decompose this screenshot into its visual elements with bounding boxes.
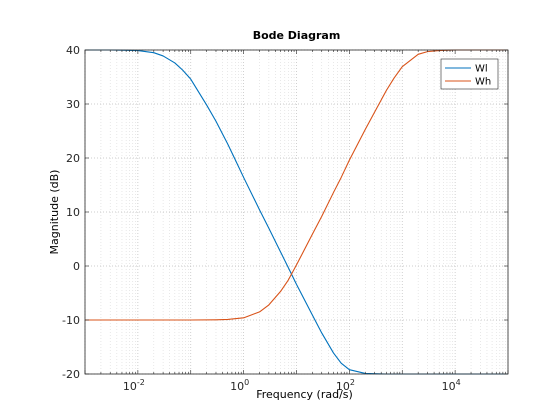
y-tick-label: 20 — [66, 152, 80, 165]
y-tick-label: 40 — [66, 44, 80, 57]
y-axis-label: Magnitude (dB) — [48, 170, 61, 255]
x-tick-label: 104 — [442, 378, 461, 393]
y-tick-label: 30 — [66, 98, 80, 111]
x-tick-label: 100 — [230, 378, 249, 393]
chart-title: Bode Diagram — [253, 29, 341, 42]
y-tick-label: 0 — [73, 260, 80, 273]
x-axis-label: Frequency (rad/s) — [256, 388, 353, 401]
series-line-wl — [85, 49, 508, 375]
legend-label-wl: Wl — [475, 64, 488, 75]
legend: Wl Wh — [440, 58, 499, 90]
y-tick-label: -20 — [62, 368, 80, 381]
y-tick-label: -10 — [62, 314, 80, 327]
legend-label-wh: Wh — [475, 77, 491, 88]
ticks — [84, 49, 509, 375]
x-tick-label: 102 — [336, 378, 355, 393]
series-line-wh — [85, 49, 508, 321]
y-tick-label: 10 — [66, 206, 80, 219]
x-tick-label: 10-2 — [123, 378, 145, 393]
legend-box — [440, 58, 499, 90]
